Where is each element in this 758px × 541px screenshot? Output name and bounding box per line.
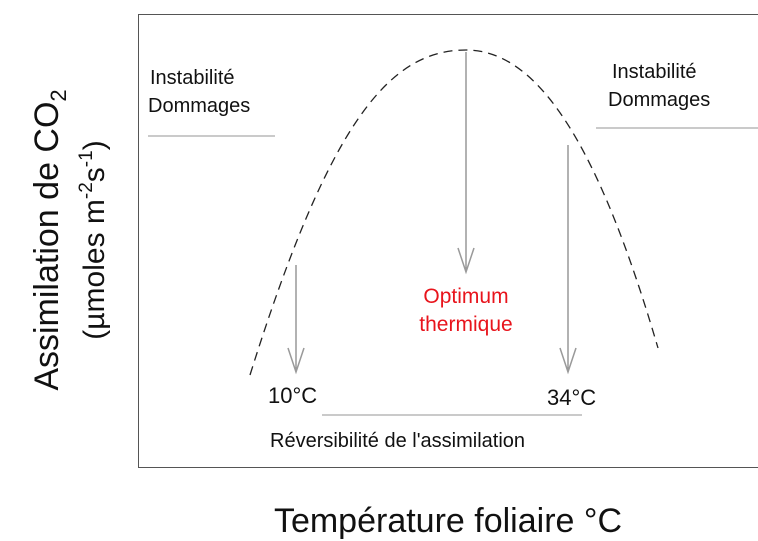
- right-zone-2: Dommages: [608, 89, 710, 111]
- x-label: Température foliaire °C: [274, 502, 622, 540]
- right-zone-1: Instabilité: [612, 61, 697, 83]
- y-label-unit-mid: s: [78, 167, 111, 182]
- arrow-low: [287, 265, 305, 375]
- y-label-text: Assimilation de CO: [28, 102, 66, 391]
- y-label-sup1: -2: [76, 182, 97, 199]
- zone-lines: [148, 127, 758, 416]
- arrows: [287, 52, 577, 375]
- y-label-sub: 2: [46, 89, 71, 101]
- optimum-2: thermique: [419, 313, 512, 336]
- y-label-unit-end: ): [78, 140, 111, 150]
- left-zone-1: Instabilité: [150, 67, 235, 89]
- y-label-1: Assimilation de CO2: [28, 89, 71, 390]
- high-temp: 34°C: [547, 385, 596, 410]
- y-label-sup2: -1: [76, 150, 97, 167]
- arrow-high: [559, 145, 577, 375]
- low-temp: 10°C: [268, 383, 317, 408]
- left-zone-2: Dommages: [148, 95, 250, 117]
- optimum-1: Optimum: [423, 285, 508, 308]
- curve: [249, 49, 659, 376]
- frame: [138, 14, 758, 468]
- arrow-optimum: [457, 52, 475, 275]
- reversibility: Réversibilité de l'assimilation: [270, 430, 525, 452]
- y-label-unit: (µmoles m: [78, 199, 111, 340]
- y-label-2: (µmoles m-2s-1): [76, 140, 111, 339]
